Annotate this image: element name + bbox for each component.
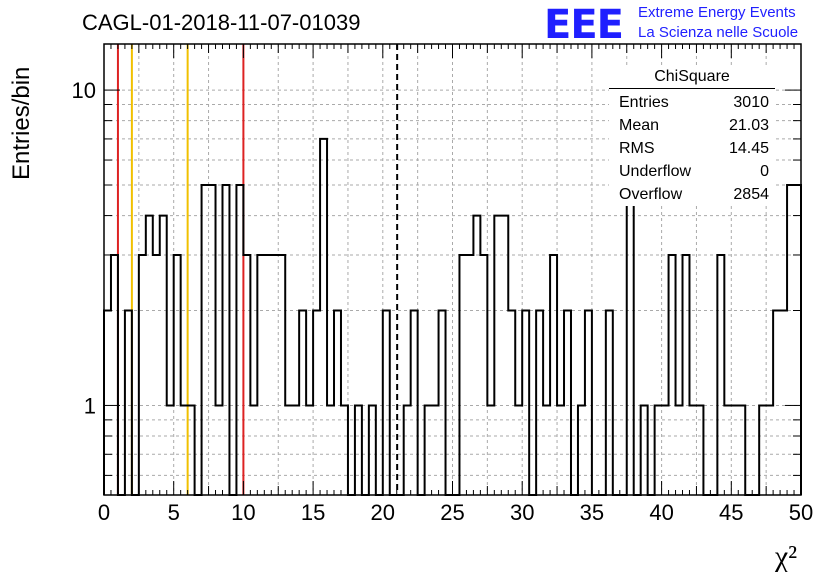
x-tick-label: 35 xyxy=(580,500,604,525)
stats-label: Overflow xyxy=(619,186,683,203)
histogram-series xyxy=(103,137,802,496)
y-tick-label: 1 xyxy=(84,393,96,418)
x-tick-label: 50 xyxy=(789,500,813,525)
stats-title: ChiSquare xyxy=(609,66,775,89)
stats-value: 3010 xyxy=(733,94,769,111)
y-tick-label: 10 xyxy=(72,78,96,103)
x-tick-label: 20 xyxy=(371,500,395,525)
eee-logo: EEE xyxy=(544,2,624,48)
x-tick-label: 15 xyxy=(301,500,325,525)
stats-row: Underflow 0 xyxy=(609,160,775,183)
x-axis-label: χ² xyxy=(774,540,797,572)
stats-label: Underflow xyxy=(619,163,692,180)
stats-value: 21.03 xyxy=(728,117,769,134)
stats-value: 2854 xyxy=(733,186,769,203)
stats-row: Entries 3010 xyxy=(609,91,775,114)
chart-title: CAGL-01-2018-11-07-01039 xyxy=(82,10,361,35)
x-tick-label: 10 xyxy=(231,500,255,525)
stats-row: Mean 21.03 xyxy=(609,114,775,137)
stats-label: Mean xyxy=(619,117,660,134)
stats-value: 0 xyxy=(760,163,769,180)
eee-logo-line1: Extreme Energy Events xyxy=(638,4,796,21)
x-tick-label: 5 xyxy=(168,500,180,525)
stats-row: Overflow 2854 xyxy=(609,183,775,206)
x-tick-label: 30 xyxy=(510,500,534,525)
y-axis-label: Entries/bin xyxy=(8,66,35,180)
x-tick-label: 0 xyxy=(98,500,110,525)
stats-label: RMS xyxy=(619,140,655,157)
grid xyxy=(103,44,802,495)
stats-row: RMS 14.45 xyxy=(609,137,775,160)
axes xyxy=(103,43,802,496)
x-tick-labels: 0 5 10 15 20 25 30 35 40 45 50 xyxy=(98,500,813,525)
x-tick-label: 45 xyxy=(719,500,743,525)
eee-logo-line2: La Scienza nelle Scuole xyxy=(638,24,799,41)
stats-value: 14.45 xyxy=(728,140,769,157)
stats-label: Entries xyxy=(619,94,669,111)
x-tick-label: 40 xyxy=(649,500,673,525)
x-tick-label: 25 xyxy=(440,500,464,525)
y-tick-labels: 1 10 xyxy=(72,78,96,418)
stats-box: ChiSquare Entries 3010 Mean 21.03 RMS 14… xyxy=(609,66,775,206)
